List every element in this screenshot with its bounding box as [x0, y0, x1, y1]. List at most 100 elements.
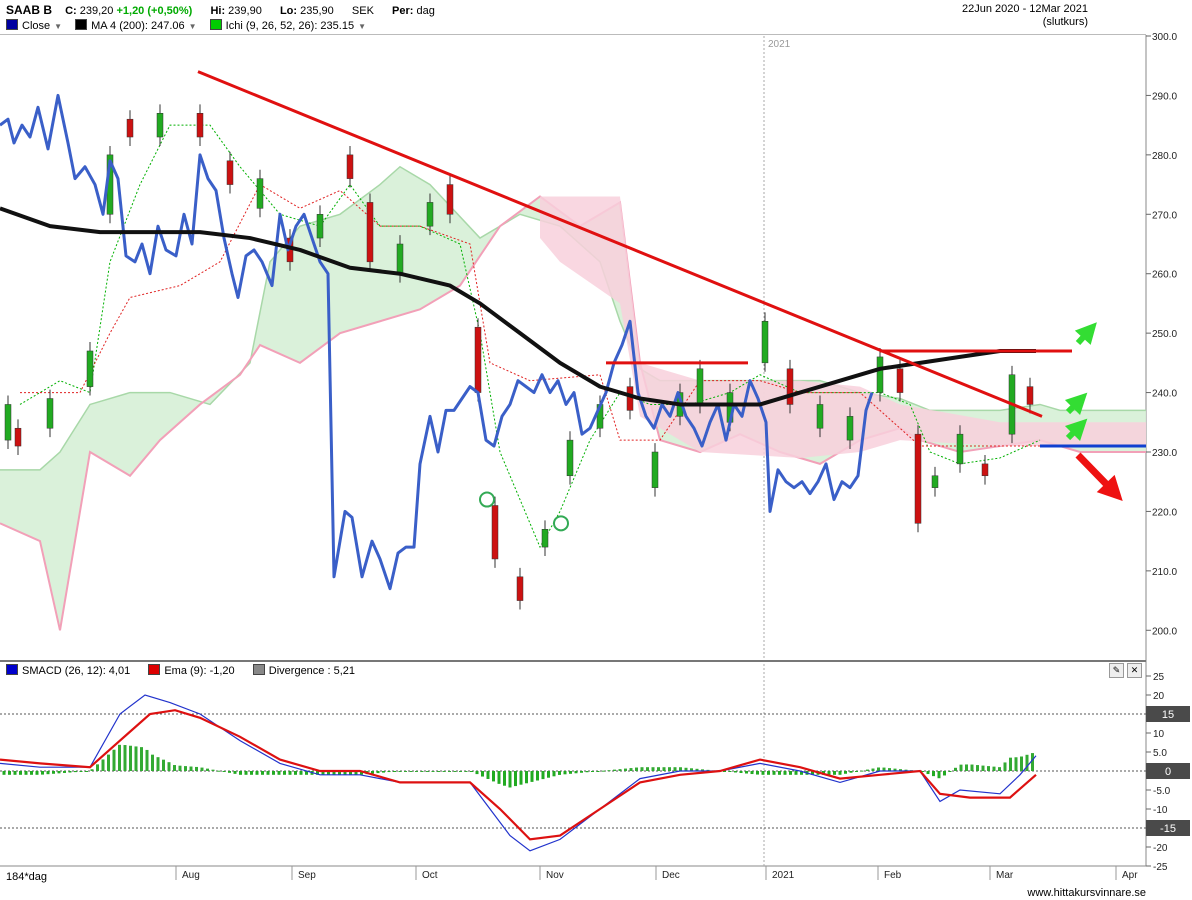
candle-body [316, 214, 324, 239]
divergence-bar [651, 767, 655, 771]
date-range: 22Jun 2020 - 12Mar 2021 [962, 3, 1088, 15]
y-tick-label: 5.0 [1153, 748, 1167, 759]
divergence-bar [1025, 754, 1029, 771]
divergence-bar [404, 771, 407, 772]
divergence-bar [283, 771, 286, 775]
y-tick-label: 10 [1153, 729, 1165, 740]
close-swatch [6, 19, 18, 30]
x-tick-label: Nov [546, 870, 564, 881]
divergence-bar [635, 767, 638, 771]
divergence-bar [849, 771, 853, 773]
chart-header: SAAB B C: 239,20 +1,20 (+0,50%) Hi: 239,… [0, 0, 1146, 35]
x-tick-label: Mar [996, 870, 1014, 881]
period-indicator[interactable]: 184*dag [6, 871, 47, 883]
candle-body [346, 154, 354, 179]
legend-divergence: Divergence : 5,21 [268, 665, 355, 677]
divergence-bar [255, 771, 259, 775]
divergence-bar [541, 771, 545, 780]
divergence-bar [591, 771, 594, 772]
divergence-bar [52, 771, 55, 774]
candle-body [981, 463, 989, 477]
divergence-bar [415, 771, 418, 772]
divergence-bar [371, 771, 374, 774]
legend-close: Close [22, 20, 51, 32]
divergence-bar [580, 771, 583, 773]
watermark: www.hittakursvinnare.se [1027, 887, 1146, 899]
symbol[interactable]: SAAB B [6, 3, 53, 17]
y-tick-label: 25 [1153, 672, 1165, 683]
down-arrow-head [1096, 474, 1123, 502]
divergence-bar [629, 768, 633, 771]
divergence-bar [536, 771, 539, 781]
chevron-down-icon[interactable]: ▼ [54, 22, 63, 31]
divergence-bar [844, 771, 847, 774]
divergence-bar [750, 771, 754, 775]
divergence-bar [409, 771, 413, 772]
candle-body [816, 404, 824, 429]
divergence-bar [811, 771, 814, 775]
divergence-bar [690, 768, 693, 771]
divergence-bar [332, 771, 336, 775]
x-tick-label: Oct [422, 870, 438, 881]
divergence-bar [607, 770, 611, 772]
divergence-bar [519, 771, 523, 785]
candle-body [46, 398, 54, 429]
y-tick-label: 280.0 [1152, 151, 1177, 162]
period-value: dag [416, 5, 435, 17]
divergence-bar [613, 769, 616, 771]
divergence-bar [800, 771, 803, 775]
divergence-bar [860, 770, 864, 772]
divergence-bar [893, 768, 897, 771]
divergence-bar [772, 771, 776, 775]
divergence-bar [35, 771, 39, 775]
legend-ema: Ema (9): -1,20 [164, 665, 235, 677]
candle-body [761, 321, 769, 364]
wrench-icon[interactable]: ✎ [1109, 663, 1124, 678]
divergence-bar [118, 744, 121, 771]
divergence-bar [85, 771, 88, 772]
divergence-bar [497, 771, 501, 784]
panel-divider[interactable] [0, 660, 1146, 662]
divergence-bar [453, 771, 457, 772]
y-tick-label: 270.0 [1152, 210, 1177, 221]
divergence-bar [899, 769, 902, 771]
divergence-bar [640, 767, 644, 771]
candle-body [876, 356, 884, 393]
divergence-bar [585, 771, 589, 773]
candle-body [931, 475, 939, 488]
period-label: Per: [392, 5, 414, 17]
divergence-bar [954, 767, 957, 771]
divergence-bar [184, 766, 187, 771]
candle-body [956, 433, 964, 465]
chevron-down-icon[interactable]: ▼ [358, 22, 366, 31]
divergence-bar [882, 767, 886, 771]
divergence-bar [426, 771, 429, 772]
divergence-bar [1003, 762, 1007, 771]
candle-body [651, 451, 659, 488]
candle-body [4, 404, 12, 441]
divergence-bar [932, 771, 935, 777]
candle-body [491, 505, 499, 560]
divergence-bar [646, 767, 649, 771]
divergence-bar [569, 771, 572, 774]
close-icon[interactable]: ✕ [1127, 663, 1142, 678]
divergence-bar [233, 771, 237, 774]
y-tick-label: 230.0 [1152, 448, 1177, 459]
divergence-bar [19, 771, 22, 775]
divergence-bar [24, 771, 28, 775]
chevron-down-icon[interactable]: ▼ [188, 22, 197, 31]
divergence-bar [778, 771, 781, 775]
divergence-bar [574, 771, 578, 774]
divergence-bar [970, 764, 974, 771]
divergence-bar [437, 771, 440, 772]
divergence-bar [976, 765, 979, 771]
year-marker-label: 2021 [768, 39, 791, 50]
divergence-bar [222, 771, 226, 772]
divergence-bar [596, 771, 600, 772]
divergence-bar [734, 771, 737, 773]
legend-ichi: Ichi (9, 26, 52, 26): 235.15 [225, 20, 355, 32]
high-value: 239,90 [228, 5, 262, 17]
divergence-bar [294, 771, 297, 775]
close-value: 239,20 [79, 5, 114, 17]
